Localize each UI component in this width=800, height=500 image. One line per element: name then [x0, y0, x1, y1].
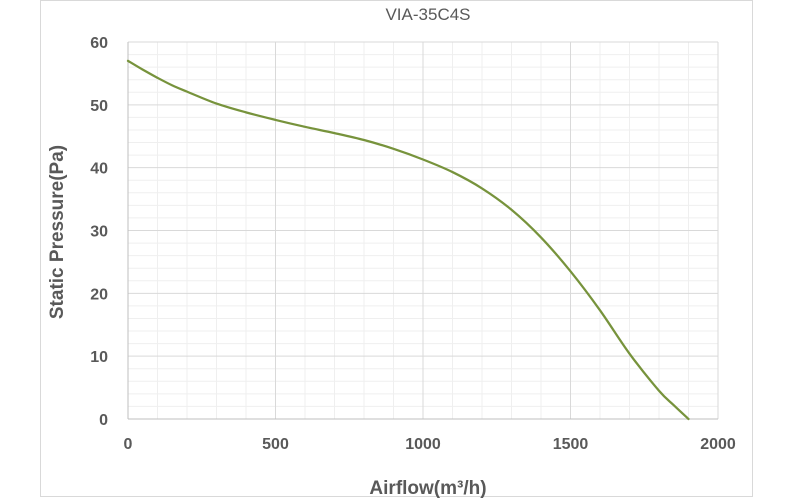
y-tick-label: 50	[90, 98, 108, 115]
y-axis-title: Static Pressure(Pa)	[47, 145, 68, 319]
x-axis-title: Airflow(m³/h)	[369, 478, 486, 499]
chart-title: VIA-35C4S	[385, 5, 470, 24]
series-line	[126, 59, 690, 421]
x-tick-labels: 0 500 1000 1500 2000	[124, 436, 736, 453]
x-tick-label: 1000	[405, 436, 441, 453]
x-tick-label: 1500	[553, 436, 589, 453]
chart-frame	[40, 0, 753, 497]
axes	[127, 42, 718, 420]
x-tick-label: 2000	[700, 436, 736, 453]
x-tick-label: 0	[124, 436, 133, 453]
x-tick-label: 500	[262, 436, 289, 453]
y-tick-label: 20	[90, 286, 108, 303]
y-tick-label: 30	[90, 224, 108, 241]
y-tick-label: 40	[90, 161, 108, 178]
y-tick-labels: 0 10 20 30 40 50 60	[90, 35, 108, 429]
y-tick-label: 60	[90, 35, 108, 52]
major-gridlines	[128, 41, 719, 419]
series-layer	[126, 59, 690, 421]
y-tick-label: 10	[90, 349, 108, 366]
y-tick-label: 0	[99, 412, 108, 429]
